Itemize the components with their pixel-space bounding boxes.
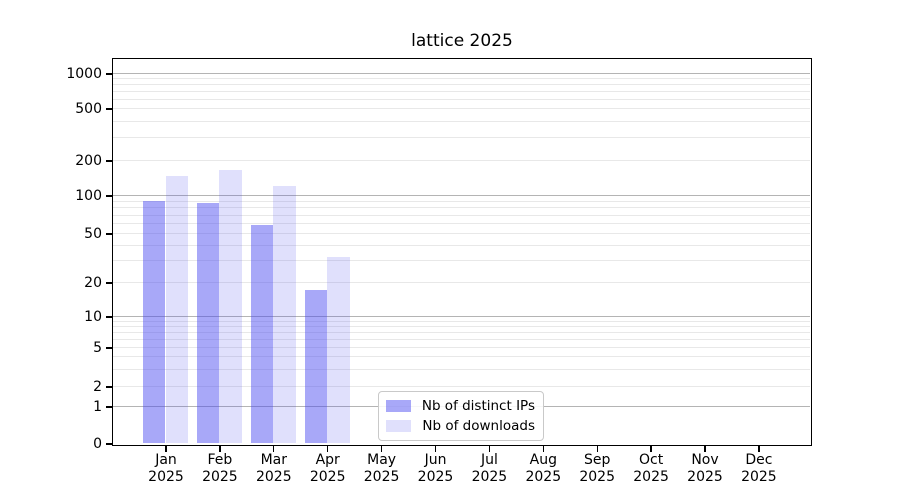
bar-downloads-jan — [165, 176, 189, 444]
x-tick-mark-may — [380, 446, 383, 452]
bar-distinct-ips-mar — [250, 225, 274, 444]
x-tick-mark-feb — [219, 446, 221, 452]
gridline-300 — [113, 136, 810, 138]
y-tick-mark-5 — [106, 347, 113, 349]
y-tick-mark-50 — [106, 233, 113, 235]
gridline-7 — [113, 331, 810, 333]
gridline-3 — [113, 368, 810, 370]
bar-downloads-apr — [327, 257, 350, 444]
gridline-800 — [113, 84, 810, 86]
x-tick-label-sep: Sep 2025 — [579, 452, 615, 485]
y-tick-mark-0 — [106, 443, 113, 445]
y-tick-label-5: 5 — [93, 340, 102, 356]
x-tick-label-nov: Nov 2025 — [687, 452, 723, 485]
x-tick-label-mar: Mar 2025 — [255, 452, 292, 485]
y-tick-label-0: 0 — [93, 436, 102, 452]
y-tick-label-1: 1 — [93, 399, 102, 415]
bar-distinct-ips-feb — [196, 202, 220, 444]
plot-area — [112, 58, 812, 446]
gridline-4 — [113, 356, 810, 358]
legend-swatch-downloads — [386, 419, 412, 432]
y-tick-label-20: 20 — [84, 275, 102, 291]
bar-downloads-feb — [219, 170, 242, 444]
y-tick-mark-10 — [106, 316, 113, 318]
legend-label-distinct-ips: Nb of distinct IPs — [421, 397, 535, 414]
bar-downloads-mar — [273, 186, 296, 444]
gridline-2 — [113, 386, 810, 387]
gridline-200 — [113, 160, 810, 161]
chart-title: lattice 2025 — [411, 31, 513, 51]
x-tick-label-oct: Oct 2025 — [633, 452, 669, 485]
x-tick-mark-jun — [434, 446, 437, 452]
y-tick-label-1000: 1000 — [66, 66, 102, 82]
gridline-400 — [113, 120, 810, 122]
y-tick-mark-2 — [106, 386, 113, 388]
x-tick-mark-oct — [650, 446, 652, 452]
y-tick-mark-500 — [106, 108, 113, 110]
gridline-8 — [113, 325, 810, 327]
gridline-600 — [113, 98, 810, 100]
x-tick-label-may: May 2025 — [363, 452, 400, 485]
y-tick-mark-100 — [106, 195, 113, 197]
gridline-6 — [113, 338, 810, 340]
x-tick-mark-jan — [165, 446, 167, 452]
x-tick-mark-nov — [704, 446, 706, 452]
x-tick-mark-mar — [273, 446, 275, 452]
gridline-700 — [113, 91, 810, 92]
gridline-40 — [113, 244, 810, 246]
x-tick-label-aug: Aug 2025 — [525, 452, 562, 485]
x-tick-mark-apr — [327, 446, 329, 452]
gridline-80 — [113, 207, 810, 209]
gridline-900 — [113, 78, 810, 80]
x-tick-label-feb: Feb 2025 — [202, 452, 238, 485]
gridline-9 — [113, 320, 810, 322]
x-tick-mark-sep — [596, 446, 598, 452]
x-tick-label-jun: Jun 2025 — [417, 452, 454, 485]
gridline-50 — [113, 233, 810, 234]
gridline-60 — [113, 223, 810, 224]
y-tick-label-100: 100 — [75, 188, 102, 204]
gridline-100 — [113, 195, 810, 196]
gridline-10 — [113, 316, 810, 317]
legend-label-downloads: Nb of downloads — [422, 417, 535, 434]
x-tick-mark-jul — [488, 446, 491, 452]
gridline-1000 — [113, 73, 810, 74]
y-tick-mark-200 — [106, 160, 113, 162]
y-tick-mark-1000 — [106, 73, 113, 75]
gridline-20 — [113, 282, 810, 283]
legend: Nb of distinct IPs Nb of downloads — [378, 391, 544, 441]
y-tick-label-50: 50 — [84, 226, 102, 242]
x-tick-label-dec: Dec 2025 — [741, 452, 777, 485]
y-tick-label-10: 10 — [84, 309, 102, 325]
gridline-5 — [113, 347, 810, 348]
y-tick-mark-20 — [106, 282, 113, 284]
y-tick-label-2: 2 — [93, 379, 102, 395]
gridline-70 — [113, 214, 810, 216]
gridline-90 — [113, 200, 810, 202]
x-tick-label-jan: Jan 2025 — [148, 452, 184, 485]
x-tick-mark-dec — [758, 446, 760, 452]
legend-item-downloads: Nb of downloads — [386, 417, 535, 434]
x-tick-label-apr: Apr 2025 — [309, 452, 346, 485]
y-tick-label-500: 500 — [75, 101, 102, 117]
gridline-30 — [113, 260, 810, 262]
x-tick-label-jul: Jul 2025 — [471, 452, 508, 485]
legend-swatch-distinct-ips — [386, 399, 411, 412]
y-tick-mark-1 — [106, 406, 113, 408]
legend-item-distinct-ips: Nb of distinct IPs — [386, 397, 535, 414]
bar-distinct-ips-jan — [142, 201, 166, 444]
gridline-500 — [113, 108, 810, 109]
x-tick-mark-aug — [542, 446, 544, 452]
bar-distinct-ips-apr — [304, 290, 328, 444]
y-tick-label-200: 200 — [75, 153, 102, 169]
